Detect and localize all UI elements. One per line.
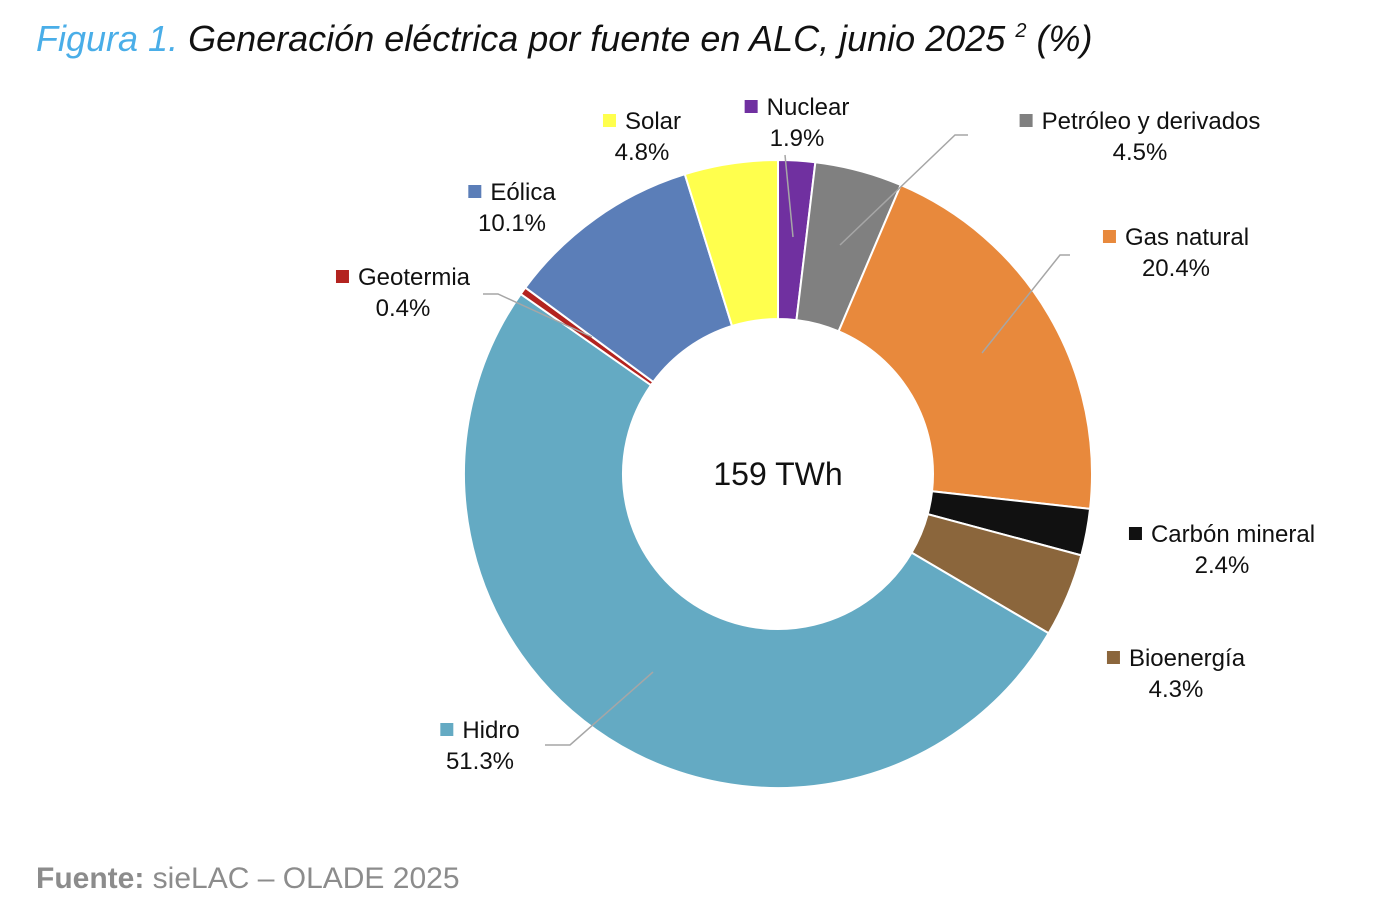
label-name-line: Petróleo y derivados (1019, 106, 1261, 137)
slice-name: Bioenergía (1128, 645, 1246, 672)
slice-label: Hidro 51.3% (440, 715, 520, 777)
slice-label: Gas natural 20.4% (1102, 222, 1250, 284)
slice-value: 4.5% (1112, 139, 1168, 166)
slice-label: Nuclear 1.9% (744, 92, 850, 154)
slice-label: Eólica 10.1% (468, 177, 556, 239)
source-note: Fuente: sieLAC – OLADE 2025 (36, 862, 460, 896)
slice-gas-natural (837, 183, 1093, 511)
source-text: sieLAC – OLADE 2025 (152, 862, 460, 895)
slice-name: Solar (624, 108, 682, 135)
slice-name: Gas natural (1124, 224, 1250, 251)
slice-name: Eólica (490, 179, 556, 206)
label-name-line: Hidro (440, 715, 520, 746)
slice-value: 4.3% (1148, 676, 1204, 703)
slice-label: Bioenergía 4.3% (1106, 643, 1246, 705)
label-name-line: Carbón mineral (1128, 519, 1316, 550)
slice-value: 10.1% (477, 210, 547, 237)
legend-marker (1019, 114, 1033, 127)
center-total-label: 159 TWh (713, 456, 843, 492)
slice-value: 2.4% (1194, 552, 1250, 579)
slice-value: 0.4% (375, 295, 431, 322)
figure-title: Figura 1. Generación eléctrica por fuent… (36, 18, 1092, 60)
slice-name: Nuclear (766, 94, 850, 121)
leader-line (981, 254, 1070, 354)
title-unit: (%) (1036, 18, 1093, 59)
slice-value: 1.9% (769, 125, 825, 152)
slice-label: Petróleo y derivados 4.5% (1019, 106, 1261, 168)
legend-marker (1128, 527, 1142, 540)
leader-line (839, 134, 968, 246)
footnote-ref: 2 (1015, 20, 1027, 42)
figure-label: Figura 1. (36, 18, 179, 59)
leader-line (483, 293, 593, 338)
legend-marker (602, 114, 616, 127)
legend-marker (1106, 651, 1120, 664)
slice-label: Carbón mineral 2.4% (1128, 519, 1316, 581)
source-label: Fuente: (36, 862, 145, 895)
slice-label: Geotermia 0.4% (335, 262, 471, 324)
title-text: Generación eléctrica por fuente en ALC, … (188, 18, 1006, 59)
slice-value: 51.3% (445, 748, 515, 775)
slice-value: 20.4% (1141, 255, 1211, 282)
legend-marker (468, 185, 482, 198)
legend-marker (744, 100, 758, 113)
label-name-line: Gas natural (1102, 222, 1250, 253)
slice-label: Solar 4.8% (602, 106, 682, 168)
slice-solar (683, 158, 779, 328)
legend-marker (335, 270, 349, 283)
slice-name: Hidro (462, 717, 520, 744)
legend-marker (1102, 230, 1116, 243)
slice-value: 4.8% (614, 139, 670, 166)
leader-line (784, 154, 794, 238)
label-name-line: Eólica (468, 177, 556, 208)
slice-name: Petróleo y derivados (1041, 108, 1261, 135)
slice-name: Geotermia (357, 264, 471, 291)
legend-marker (440, 723, 454, 736)
label-name-line: Solar (602, 106, 682, 137)
label-name-line: Bioenergía (1106, 643, 1246, 674)
label-name-line: Nuclear (744, 92, 850, 123)
slice-name: Carbón mineral (1150, 521, 1316, 548)
slice-hidro (463, 292, 1050, 789)
label-name-line: Geotermia (335, 262, 471, 293)
leader-line (545, 671, 654, 746)
